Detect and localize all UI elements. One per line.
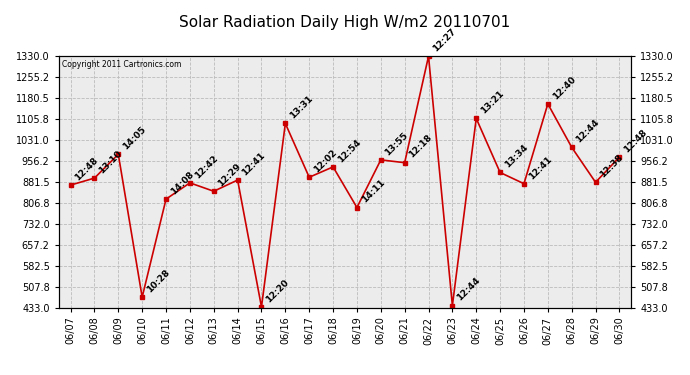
Text: Solar Radiation Daily High W/m2 20110701: Solar Radiation Daily High W/m2 20110701 [179,15,511,30]
Text: 12:44: 12:44 [575,118,601,144]
Text: 12:20: 12:20 [264,278,290,304]
Text: 12:38: 12:38 [598,153,625,180]
Text: 13:31: 13:31 [288,94,315,121]
Text: 13:55: 13:55 [384,130,410,157]
Text: 10:28: 10:28 [145,268,171,294]
Text: 12:41: 12:41 [526,154,553,181]
Text: 12:44: 12:44 [455,276,482,303]
Text: 13:21: 13:21 [479,89,506,116]
Text: 13:10: 13:10 [97,149,124,176]
Text: 12:40: 12:40 [551,75,578,101]
Text: 12:27: 12:27 [431,27,458,54]
Text: Copyright 2011 Cartronics.com: Copyright 2011 Cartronics.com [61,60,181,69]
Text: 12:42: 12:42 [193,153,219,180]
Text: 12:54: 12:54 [336,137,362,164]
Text: 12:29: 12:29 [217,162,244,189]
Text: 12:48: 12:48 [622,128,649,154]
Text: 13:34: 13:34 [503,143,530,170]
Text: 12:41: 12:41 [240,151,267,177]
Text: 14:11: 14:11 [359,178,386,205]
Text: 12:48: 12:48 [73,156,100,182]
Text: 12:18: 12:18 [407,133,434,160]
Text: 14:08: 14:08 [169,170,195,196]
Text: 12:02: 12:02 [312,148,339,174]
Text: 14:05: 14:05 [121,125,148,152]
